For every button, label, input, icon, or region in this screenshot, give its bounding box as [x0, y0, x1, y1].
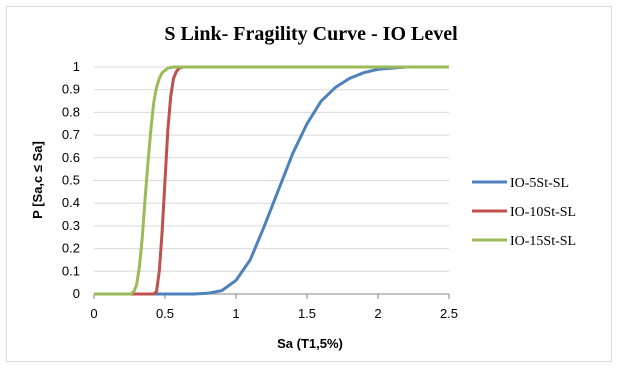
x-axis-label: Sa (T1,5%): [277, 336, 343, 351]
y-axis-label: P [Sa,c ≤ Sa]: [30, 141, 45, 219]
chart-frame: [6, 6, 612, 362]
y-tick-label: 0.4: [62, 195, 80, 210]
legend-label: IO-15St-SL: [510, 234, 576, 249]
y-tick-label: 0.2: [62, 241, 80, 256]
series-line-IO-15St-SL: [94, 65, 449, 296]
y-tick-label: 0.9: [62, 82, 80, 97]
x-tick-label: 2: [374, 306, 381, 321]
y-tick-label: 0.8: [62, 104, 80, 119]
y-tick-label: 0.5: [62, 173, 80, 188]
y-tick-label: 0.3: [62, 218, 80, 233]
x-tick-label: 2.5: [440, 306, 458, 321]
chart-title: S Link- Fragility Curve - IO Level: [164, 23, 458, 45]
y-tick-label: 0.1: [62, 263, 80, 278]
x-tick-label: 1.5: [298, 306, 316, 321]
y-tick-label: 0.7: [62, 127, 80, 142]
y-tick-label: 0.6: [62, 150, 80, 165]
x-tick-labels: 0 0.5 1 1.5 2 2.5: [90, 306, 458, 321]
legend: IO-5St-SL IO-10St-SL IO-15St-SL: [472, 176, 576, 249]
x-tick-label: 0: [90, 306, 97, 321]
series-lines: [94, 65, 449, 296]
x-tick-label: 0.5: [156, 306, 174, 321]
legend-label: IO-10St-SL: [510, 205, 576, 220]
x-tick-label: 1: [232, 306, 239, 321]
legend-label: IO-5St-SL: [510, 176, 569, 191]
y-tick-labels: 0 0.1 0.2 0.3 0.4 0.5 0.6 0.7 0.8 0.9 1: [62, 59, 80, 301]
y-tick-label: 0: [73, 286, 80, 301]
y-tick-label: 1: [73, 59, 80, 74]
series-line-IO-5St-SL: [94, 65, 449, 296]
